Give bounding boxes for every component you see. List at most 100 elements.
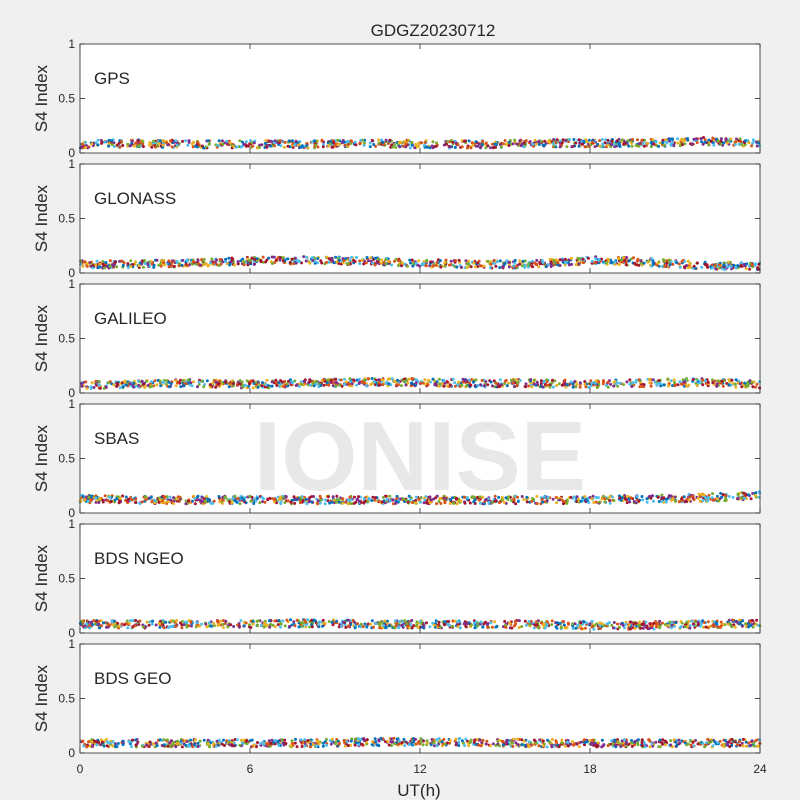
data-point bbox=[155, 258, 159, 262]
data-point bbox=[727, 494, 731, 498]
data-point bbox=[296, 259, 300, 263]
data-point bbox=[283, 624, 287, 628]
data-point bbox=[683, 142, 687, 146]
data-point bbox=[527, 384, 531, 388]
data-point bbox=[321, 145, 325, 149]
data-point bbox=[730, 625, 734, 629]
data-point bbox=[110, 139, 113, 143]
data-point bbox=[685, 620, 689, 624]
data-point bbox=[665, 259, 668, 263]
data-point bbox=[130, 498, 134, 502]
data-point bbox=[148, 620, 152, 624]
data-point bbox=[161, 143, 165, 147]
data-point bbox=[240, 496, 244, 500]
data-point bbox=[149, 260, 153, 263]
data-point bbox=[267, 256, 271, 260]
data-point bbox=[637, 623, 640, 627]
data-point bbox=[642, 144, 646, 148]
data-point bbox=[626, 139, 630, 142]
data-point bbox=[414, 499, 418, 502]
data-point bbox=[453, 146, 457, 149]
data-point bbox=[86, 499, 90, 503]
data-point bbox=[334, 380, 338, 384]
data-point bbox=[640, 138, 644, 142]
data-point bbox=[706, 499, 710, 503]
data-point bbox=[566, 383, 569, 387]
data-point bbox=[637, 378, 641, 382]
data-point bbox=[469, 265, 473, 269]
data-point bbox=[515, 142, 519, 146]
data-point bbox=[293, 741, 297, 745]
data-point bbox=[129, 259, 133, 263]
data-point bbox=[321, 618, 325, 622]
data-point bbox=[667, 382, 671, 386]
data-point bbox=[365, 256, 369, 259]
data-point bbox=[414, 742, 418, 746]
y-tick-label: 0.5 bbox=[58, 332, 75, 346]
data-point bbox=[629, 496, 633, 500]
data-point bbox=[447, 620, 451, 623]
data-point bbox=[329, 742, 333, 746]
data-point bbox=[437, 384, 441, 388]
data-point bbox=[728, 622, 732, 626]
data-point bbox=[302, 255, 306, 259]
data-point bbox=[366, 377, 370, 381]
data-point bbox=[674, 499, 677, 503]
data-point bbox=[528, 140, 532, 143]
data-point bbox=[711, 266, 715, 269]
data-point bbox=[706, 620, 710, 624]
data-point bbox=[719, 624, 723, 628]
data-point bbox=[456, 620, 460, 624]
data-point bbox=[241, 140, 244, 144]
data-point bbox=[735, 137, 738, 141]
data-point bbox=[269, 144, 273, 148]
data-point bbox=[574, 385, 578, 389]
data-point bbox=[537, 744, 541, 748]
data-point bbox=[396, 378, 399, 382]
data-point bbox=[223, 495, 227, 499]
data-point bbox=[274, 258, 278, 262]
data-point bbox=[695, 384, 699, 388]
data-point bbox=[443, 264, 447, 268]
data-point bbox=[170, 264, 174, 268]
data-point bbox=[501, 265, 505, 269]
data-point bbox=[558, 258, 562, 262]
data-point bbox=[648, 381, 652, 385]
data-point bbox=[649, 384, 653, 388]
data-point bbox=[446, 622, 450, 626]
data-point bbox=[428, 146, 432, 150]
data-point bbox=[443, 620, 447, 624]
data-point bbox=[651, 494, 655, 498]
data-point bbox=[228, 141, 232, 145]
data-point bbox=[443, 381, 447, 385]
data-point bbox=[347, 618, 350, 622]
data-point bbox=[409, 382, 413, 385]
data-point bbox=[523, 385, 527, 389]
data-point bbox=[310, 256, 314, 260]
data-point bbox=[162, 380, 166, 384]
data-point bbox=[516, 381, 519, 385]
data-point bbox=[614, 382, 618, 386]
data-point bbox=[613, 145, 617, 149]
data-point bbox=[660, 621, 664, 625]
data-point bbox=[140, 259, 144, 263]
data-point bbox=[221, 626, 225, 629]
data-point bbox=[90, 381, 94, 385]
data-point bbox=[719, 620, 723, 624]
data-point bbox=[178, 381, 182, 385]
y-tick-label: 0.5 bbox=[58, 212, 75, 226]
data-point bbox=[608, 495, 612, 499]
data-point bbox=[171, 625, 175, 628]
data-point bbox=[162, 261, 166, 265]
data-point bbox=[417, 141, 421, 145]
data-point bbox=[215, 258, 219, 262]
data-point bbox=[167, 265, 171, 269]
data-point bbox=[277, 381, 281, 385]
data-point bbox=[81, 495, 85, 498]
data-point bbox=[79, 498, 82, 502]
data-point bbox=[490, 625, 494, 629]
data-point bbox=[552, 259, 556, 262]
data-point bbox=[103, 494, 107, 498]
data-point bbox=[590, 259, 594, 263]
